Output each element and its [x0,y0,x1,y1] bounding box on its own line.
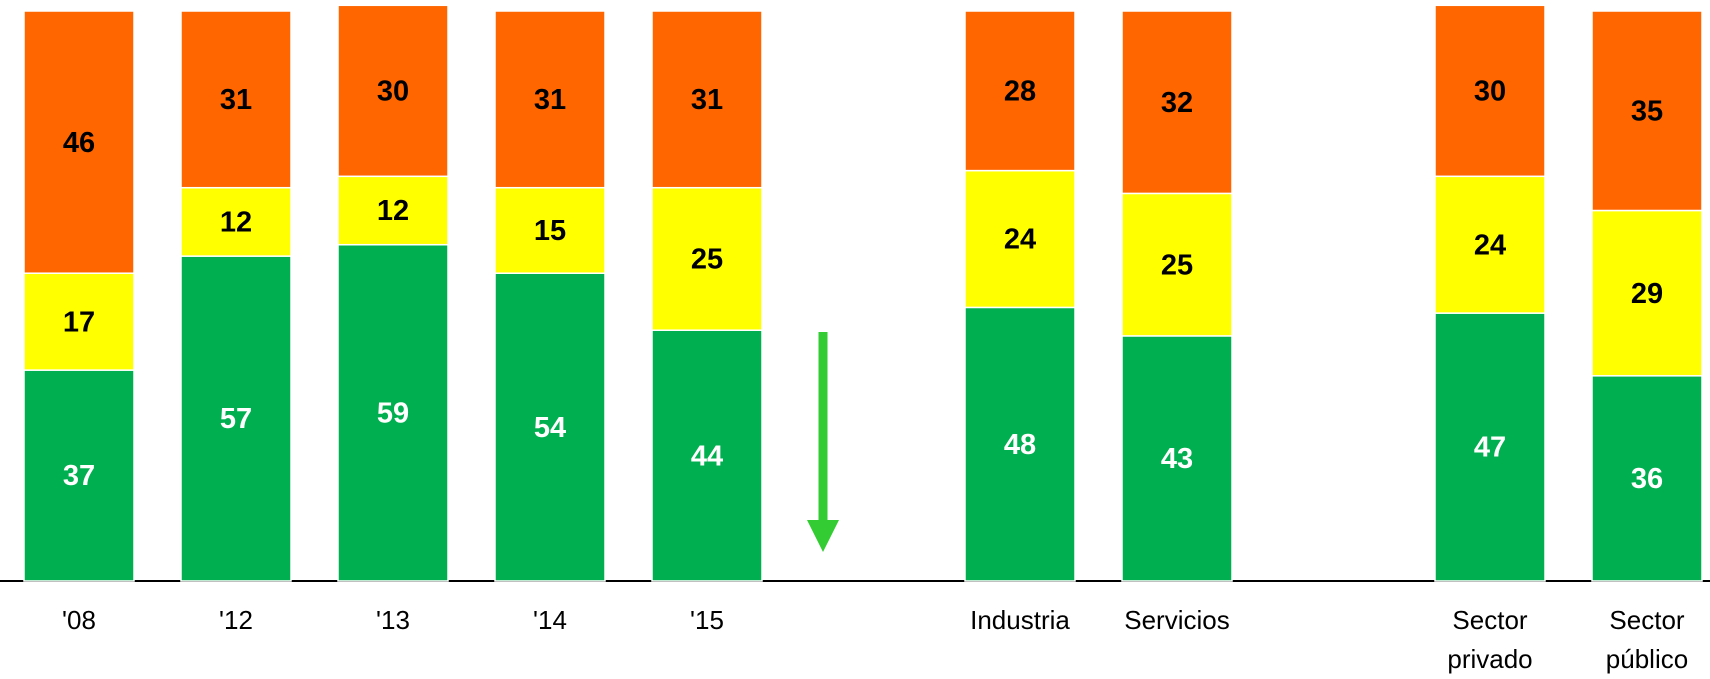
data-label: 30 [1474,75,1506,107]
data-label: 44 [691,440,723,472]
data-label: 29 [1631,278,1663,310]
bar-segment [1591,375,1703,582]
data-label: 28 [1004,75,1036,107]
data-label: 35 [1631,95,1663,127]
bar-segment [494,186,606,274]
x-tick-label: Industria [970,605,1070,635]
data-label: 54 [534,412,566,444]
data-label: 25 [1161,249,1193,281]
data-label: 32 [1161,87,1193,119]
bar-segment [337,175,449,246]
bar-segment [337,243,449,582]
x-tick-label: '14 [533,605,567,635]
data-label: 46 [63,127,95,159]
data-label: 31 [220,84,252,116]
data-label: 17 [63,306,95,338]
data-label: 59 [377,398,409,430]
data-label: 37 [63,460,95,492]
data-label: 24 [1474,229,1506,261]
bar-segment [1434,175,1546,314]
data-label: 25 [691,244,723,276]
bar-segment [180,186,292,257]
data-label: 15 [534,215,566,247]
bar-segment [651,186,763,331]
data-label: 48 [1004,429,1036,461]
bar-segment [964,169,1076,309]
bar-segment [964,306,1076,582]
x-tick-label: Servicios [1124,605,1230,635]
bar-segment [964,10,1076,172]
x-tick-label: Sector público [1605,605,1689,674]
bar-segment [1121,10,1233,195]
bar-segment [1591,10,1703,212]
data-label: 47 [1474,432,1506,464]
bar-segment [180,255,292,582]
data-label: 30 [377,75,409,107]
x-tick-label: '13 [376,605,410,635]
bar-segment [337,4,449,178]
data-label: 43 [1161,443,1193,475]
bar-segment [1591,209,1703,377]
bar-segment [23,10,135,274]
data-label: 31 [534,84,566,116]
bar-segment [1121,335,1233,582]
bar-segment [494,10,606,189]
data-label: 12 [377,195,409,227]
data-label: 36 [1631,463,1663,495]
bar-segment [1434,312,1546,582]
bar-segment [23,369,135,582]
data-label: 57 [220,403,252,435]
bar-segment [651,10,763,189]
bar-segment [1121,192,1233,337]
data-label: 12 [220,207,252,239]
bar-segment [651,329,763,582]
data-label: 31 [691,84,723,116]
bar-segment [180,10,292,189]
x-tick-label: '08 [62,605,96,635]
x-tick-label: Sector privado [1447,605,1533,674]
trend-arrow [807,332,839,552]
data-label: 24 [1004,224,1036,256]
x-tick-label: '15 [690,605,724,635]
x-tick-label: '12 [219,605,253,635]
bar-segment [1434,4,1546,178]
